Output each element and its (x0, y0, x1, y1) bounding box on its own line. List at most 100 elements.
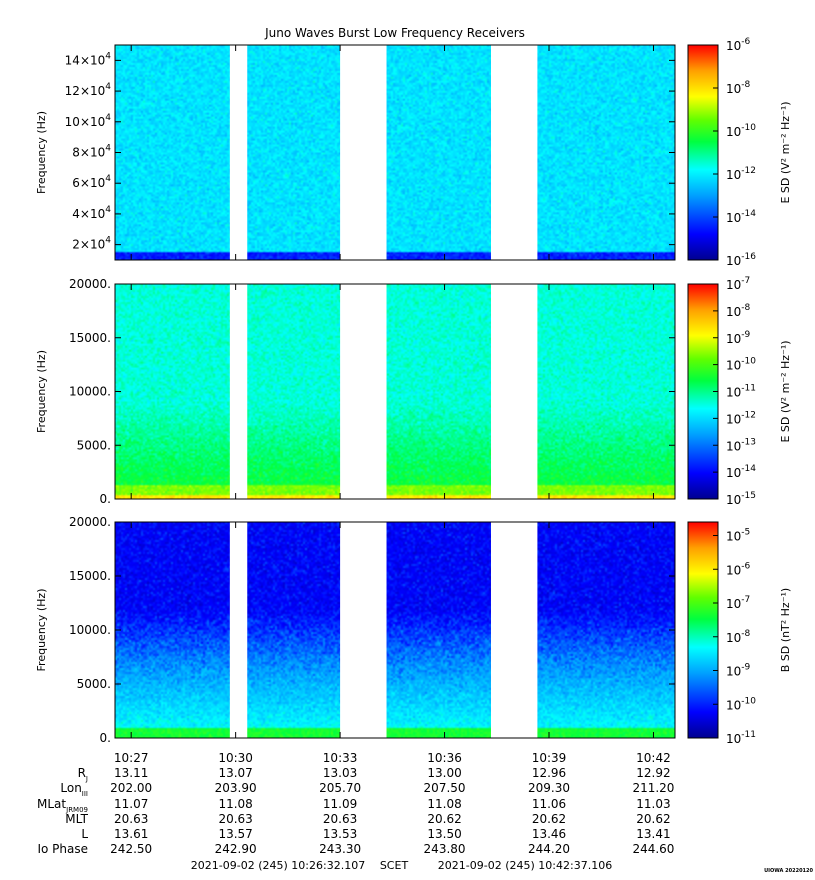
y-tick-label: 15000. (69, 569, 111, 583)
colorbar-tick-label: 10-6 (726, 37, 751, 53)
ephemeris-value: 20.63 (323, 812, 357, 826)
spectrogram-panel-3: 0. 5000. 10000. 15000. 20000. Frequency (Hz) 1… (35, 515, 792, 746)
time-range-scet-label: SCET (380, 859, 409, 872)
colorbar-tick-label: 10-11 (726, 384, 756, 400)
ephemeris-value: 12.96 (532, 766, 566, 780)
time-tick-label: 10:30 (218, 751, 253, 765)
data-gap-1 (229, 284, 248, 499)
time-tick-label: 10:27 (114, 751, 149, 765)
ephemeris-value: 203.90 (215, 781, 257, 795)
colorbar-tick-label: 10-7 (726, 595, 750, 611)
data-gap-1 (229, 522, 248, 738)
ephemeris-value: 207.50 (424, 781, 466, 795)
y-axis-label: Frequency (Hz) (35, 111, 48, 194)
y-tick-label: 20000. (69, 277, 111, 291)
ephemeris-label: MLatJRM09 (37, 797, 88, 814)
ephemeris-value: 13.50 (427, 827, 461, 841)
data-gap-3 (490, 45, 538, 260)
ephemeris-value: 242.90 (215, 842, 257, 856)
y-axis-label: Frequency (Hz) (35, 350, 48, 433)
ephemeris-label: LonIII (60, 781, 88, 798)
ephemeris-value: 211.20 (632, 781, 674, 795)
chart-title: Juno Waves Burst Low Frequency Receivers (264, 26, 525, 40)
colorbar-tick-label: 10-7 (726, 276, 750, 292)
colorbar-tick-label: 10-8 (726, 303, 751, 319)
colorbar-tick-label: 10-9 (726, 663, 751, 679)
colorbar-tick-label: 10-9 (726, 330, 751, 346)
data-gap-1 (229, 45, 248, 260)
ephemeris-label: RJ (78, 766, 88, 783)
y-tick-label: 5000. (77, 677, 111, 691)
spectrogram-image-1 (115, 45, 675, 260)
spectrogram-panel-1: 2×104 4×104 6×104 8×104 10×104 12×104 14×104 Fr… (35, 37, 792, 268)
y-tick-label: 10×104 (65, 113, 112, 129)
ephemeris-value: 244.60 (632, 842, 674, 856)
ephemeris-value: 202.00 (110, 781, 152, 795)
y-tick-label: 2×104 (72, 236, 111, 252)
ephemeris-value: 243.30 (319, 842, 361, 856)
ephemeris-value: 13.57 (218, 827, 252, 841)
colorbar-tick-label: 10-15 (726, 491, 756, 507)
time-tick-label: 10:42 (636, 751, 671, 765)
colorbar-tick-label: 10-6 (726, 561, 751, 577)
colorbar-tick-label: 10-11 (726, 730, 756, 746)
time-tick-label: 10:39 (532, 751, 567, 765)
colorbar-tick-label: 10-12 (726, 410, 756, 426)
y-tick-label: 14×104 (65, 51, 112, 67)
colorbar-label: E SD (V² m⁻² Hz⁻¹) (779, 101, 792, 203)
data-gap-2 (340, 45, 387, 260)
colorbar-tick-label: 10-10 (726, 696, 756, 712)
time-range-end: 2021-09-02 (245) 10:42:37.106 (438, 859, 612, 872)
ephemeris-value: 11.07 (114, 797, 148, 811)
ephemeris-value: 13.53 (323, 827, 357, 841)
colorbar-tick-label: 10-10 (726, 357, 756, 373)
ephemeris-value: 243.80 (424, 842, 466, 856)
y-tick-label: 0. (100, 492, 111, 506)
ephemeris-value: 20.62 (636, 812, 670, 826)
colorbar (687, 521, 719, 739)
y-tick-label: 10000. (69, 385, 111, 399)
ephemeris-label: Io Phase (37, 842, 88, 856)
colorbar-tick-label: 10-8 (726, 80, 751, 96)
y-axis-label: Frequency (Hz) (35, 589, 48, 672)
ephemeris-value: 13.03 (323, 766, 357, 780)
spectrogram-panels: 2×104 4×104 6×104 8×104 10×104 12×104 14×104 Fr… (35, 37, 792, 746)
y-tick-label: 0. (100, 731, 111, 745)
colorbar-label: B SD (nT² Hz⁻¹) (779, 588, 792, 672)
ephemeris-value: 209.30 (528, 781, 570, 795)
data-gap-3 (490, 284, 538, 499)
colorbar-tick-label: 10-5 (726, 528, 750, 544)
colorbar-tick-label: 10-14 (726, 464, 756, 480)
data-gap-2 (340, 284, 387, 499)
ephemeris-value: 13.61 (114, 827, 148, 841)
ephemeris-label: L (81, 827, 88, 841)
time-tick-label: 10:33 (323, 751, 358, 765)
ephemeris-value: 20.63 (114, 812, 148, 826)
data-gap-3 (490, 522, 538, 738)
ephemeris-label: MLT (65, 812, 88, 826)
y-tick-label: 4×104 (72, 205, 111, 221)
y-tick-label: 20000. (69, 515, 111, 529)
spectrogram-image-2 (115, 284, 675, 499)
ephemeris-value: 20.63 (218, 812, 252, 826)
time-range-start: 2021-09-02 (245) 10:26:32.107 (191, 859, 365, 872)
ephemeris-value: 20.62 (427, 812, 461, 826)
ephemeris-value: 13.46 (532, 827, 566, 841)
ephemeris-value: 244.20 (528, 842, 570, 856)
ephemeris-value: 11.03 (636, 797, 670, 811)
time-tick-label: 10:36 (427, 751, 462, 765)
ephemeris-value: 11.08 (427, 797, 461, 811)
ephemeris-value: 13.11 (114, 766, 148, 780)
ephemeris-value: 11.08 (218, 797, 252, 811)
y-tick-label: 6×104 (72, 174, 111, 190)
ephemeris-value: 12.92 (636, 766, 670, 780)
colorbar-tick-label: 10-12 (726, 166, 756, 182)
y-tick-label: 8×104 (72, 144, 111, 160)
data-gap-2 (340, 522, 387, 738)
spectrogram-panel-2: 0. 5000. 10000. 15000. 20000. Frequency (Hz) 1… (35, 276, 792, 507)
ephemeris-value: 205.70 (319, 781, 361, 795)
ephemeris-value: 13.07 (218, 766, 252, 780)
ephemeris-value: 242.50 (110, 842, 152, 856)
ephemeris-value: 11.06 (532, 797, 566, 811)
